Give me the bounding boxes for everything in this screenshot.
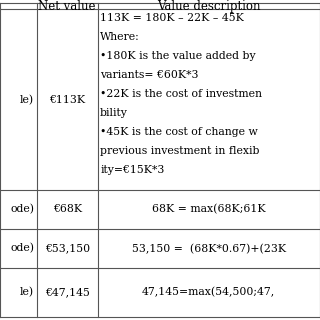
Text: variants= €60K*3: variants= €60K*3 [100, 70, 199, 80]
Text: bility: bility [100, 108, 128, 118]
Text: previous investment in flexib: previous investment in flexib [100, 146, 260, 156]
Text: €53,150: €53,150 [44, 244, 90, 253]
Text: 113K = 180K – 22K – 45K: 113K = 180K – 22K – 45K [100, 13, 244, 23]
Text: le): le) [20, 94, 34, 105]
Text: •22K is the cost of investmen: •22K is the cost of investmen [100, 89, 262, 99]
Text: 47,145=max(54,500;47,: 47,145=max(54,500;47, [142, 287, 276, 298]
Text: Where:: Where: [100, 32, 140, 42]
Text: •180K is the value added by: •180K is the value added by [100, 51, 256, 61]
Text: 53,150 =  (68K*0.67)+(23K: 53,150 = (68K*0.67)+(23K [132, 244, 286, 254]
Text: ity=€15K*3: ity=€15K*3 [100, 165, 164, 175]
Text: ode): ode) [10, 204, 34, 214]
Text: €113K: €113K [49, 95, 85, 105]
Text: Value description: Value description [157, 0, 260, 13]
Text: €68K: €68K [52, 204, 82, 214]
Text: Net value: Net value [38, 0, 96, 13]
Text: €47,145: €47,145 [45, 287, 90, 298]
Text: 68K = max(68K;61K: 68K = max(68K;61K [152, 204, 266, 214]
Text: •45K is the cost of change w: •45K is the cost of change w [100, 127, 258, 137]
Text: le): le) [20, 287, 34, 298]
Text: ode): ode) [10, 244, 34, 254]
